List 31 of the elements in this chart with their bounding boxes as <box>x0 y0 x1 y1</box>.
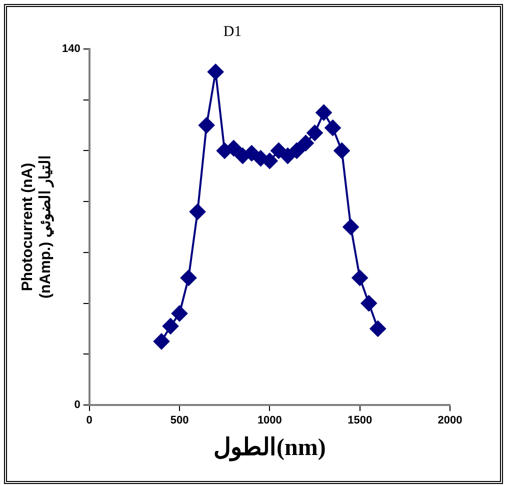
point <box>172 305 188 322</box>
x-tick-label: 0 <box>86 414 92 427</box>
chart-title: D1 <box>223 24 242 40</box>
x-tick-label: 1000 <box>257 414 282 427</box>
text: Photocurrent (nA) <box>19 162 36 292</box>
point <box>352 270 368 286</box>
point <box>190 204 206 220</box>
point <box>244 145 260 162</box>
x-tick-label: 500 <box>170 414 189 427</box>
point <box>306 124 323 141</box>
point <box>226 140 242 156</box>
x-axis-title: الطول(nm) <box>214 434 326 462</box>
text: (nAmp.) التيار الضوئي <box>37 156 54 298</box>
point <box>180 270 197 286</box>
point <box>316 104 332 121</box>
point <box>298 135 314 152</box>
point <box>162 318 178 334</box>
x-tick-label: 2000 <box>438 414 462 427</box>
point <box>360 295 377 312</box>
point <box>153 333 170 350</box>
point <box>208 64 224 80</box>
point <box>280 148 296 164</box>
point <box>370 320 386 337</box>
y-tick-label: 140 <box>62 43 80 56</box>
point <box>324 120 341 136</box>
point <box>334 142 350 159</box>
point <box>288 142 305 159</box>
x-tick-label: 1500 <box>348 414 372 427</box>
point <box>198 117 215 134</box>
point <box>342 219 359 235</box>
point <box>270 142 287 159</box>
